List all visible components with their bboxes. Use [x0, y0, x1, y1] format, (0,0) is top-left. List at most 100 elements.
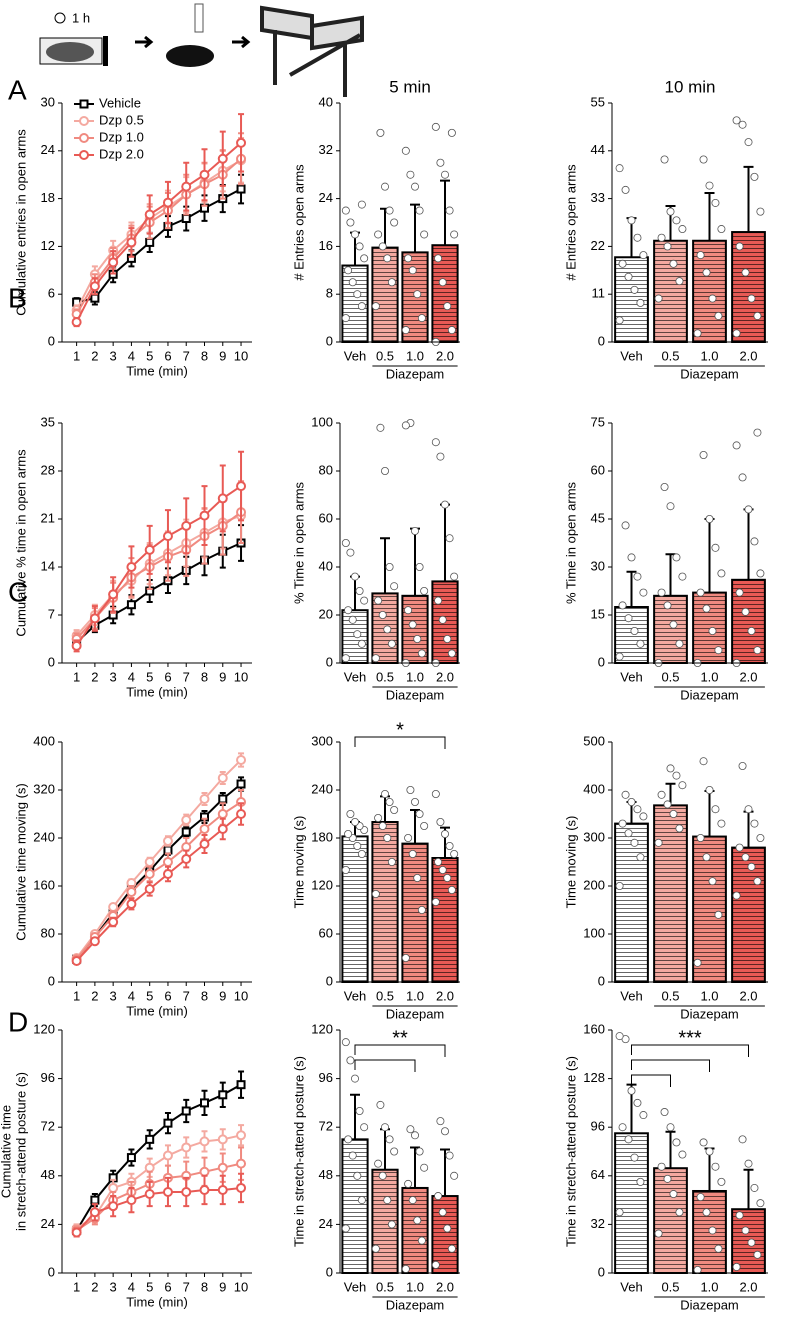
- marker: [108, 257, 119, 268]
- data-point: [406, 1125, 415, 1134]
- marker: [181, 815, 192, 825]
- data-point: [357, 639, 366, 648]
- data-point: [443, 302, 452, 311]
- marker: [217, 824, 228, 834]
- bar: [692, 239, 727, 344]
- y-tick-label: 28: [41, 462, 55, 477]
- data-point: [660, 155, 669, 164]
- data-point: [627, 553, 636, 562]
- x-tick-label: 1: [73, 988, 80, 1003]
- data-point: [341, 206, 350, 215]
- data-point: [385, 1135, 394, 1144]
- data-point: [702, 853, 711, 862]
- data-point: [735, 588, 744, 597]
- data-point: [675, 824, 684, 833]
- marker: [217, 493, 228, 504]
- significance-label: **: [392, 1027, 408, 1049]
- y-tick-label: 6: [48, 286, 55, 301]
- data-point: [639, 812, 648, 821]
- data-point: [447, 1244, 456, 1253]
- marker: [199, 824, 210, 834]
- line: [75, 514, 242, 637]
- y-tick-label: 0: [326, 973, 333, 988]
- data-point: [711, 543, 720, 552]
- data-point: [410, 527, 419, 536]
- data-point: [714, 910, 723, 919]
- data-point: [666, 207, 675, 216]
- data-point: [390, 218, 399, 227]
- data-point: [717, 225, 726, 234]
- marker: [218, 1090, 228, 1100]
- x-tick-label: 8: [201, 1279, 208, 1294]
- y-tick-label: 0: [326, 1264, 333, 1279]
- data-point: [420, 587, 429, 596]
- y-tick-label: 0: [48, 333, 55, 348]
- data-point: [618, 601, 627, 610]
- data-point: [344, 606, 353, 615]
- bar: [341, 835, 369, 984]
- data-point: [404, 606, 413, 615]
- marker: [126, 887, 137, 897]
- data-point: [390, 582, 399, 591]
- data-point: [385, 563, 394, 572]
- error-bar: [440, 503, 450, 582]
- data-point: [413, 1216, 422, 1225]
- x-tick-label: 10: [234, 669, 248, 684]
- marker: [89, 281, 100, 292]
- data-point: [408, 850, 417, 859]
- x-tick-label: Veh: [344, 669, 366, 684]
- data-point: [735, 242, 744, 251]
- data-point: [615, 316, 624, 325]
- data-point: [636, 298, 645, 307]
- line: [75, 159, 242, 311]
- data-point: [341, 314, 350, 323]
- y-tick-label: 300: [311, 733, 333, 748]
- marker: [108, 917, 119, 927]
- bar: [653, 804, 688, 983]
- data-point: [438, 615, 447, 624]
- x-axis-label: Diazepam: [386, 366, 445, 381]
- y-tick-label: 32: [319, 142, 333, 157]
- line: [76, 188, 242, 304]
- marker: [199, 1136, 210, 1147]
- data-point: [702, 268, 711, 277]
- data-point: [383, 254, 392, 263]
- data-point: [672, 553, 681, 562]
- x-axis-label: Diazepam: [386, 1297, 445, 1312]
- data-point: [750, 537, 759, 546]
- data-point: [440, 1127, 449, 1136]
- data-point: [378, 611, 387, 620]
- x-tick-label: 5: [146, 669, 153, 684]
- marker: [236, 755, 247, 765]
- x-tick-label: 0.5: [376, 348, 394, 363]
- x-tick-label: 2.0: [436, 1279, 454, 1294]
- data-point: [417, 649, 426, 658]
- y-tick-label: 96: [591, 1119, 605, 1134]
- data-point: [436, 158, 445, 167]
- x-tick-label: 1.0: [700, 669, 718, 684]
- data-point: [376, 423, 385, 432]
- panel-label: C: [8, 576, 28, 607]
- y-axis-label: Time in stretch-attend posture (s): [291, 1056, 306, 1247]
- data-point: [666, 764, 675, 773]
- y-axis-label: in stretch-attend posture (s): [13, 1072, 28, 1231]
- legend-label: Dzp 2.0: [99, 146, 144, 161]
- data-point: [383, 834, 392, 843]
- data-point: [624, 1135, 633, 1144]
- marker: [236, 809, 247, 819]
- data-point: [711, 1162, 720, 1171]
- line: [75, 1186, 242, 1234]
- marker: [71, 640, 82, 651]
- data-point: [360, 254, 369, 263]
- x-tick-label: 9: [219, 348, 226, 363]
- y-tick-label: 20: [319, 606, 333, 621]
- y-tick-label: 0: [598, 654, 605, 669]
- data-point: [756, 834, 765, 843]
- x-axis-label: Diazepam: [386, 1006, 445, 1021]
- data-point: [408, 266, 417, 275]
- data-point: [669, 810, 678, 819]
- y-tick-label: 500: [583, 733, 605, 748]
- data-point: [732, 329, 741, 338]
- data-point: [450, 572, 459, 581]
- data-point: [663, 242, 672, 251]
